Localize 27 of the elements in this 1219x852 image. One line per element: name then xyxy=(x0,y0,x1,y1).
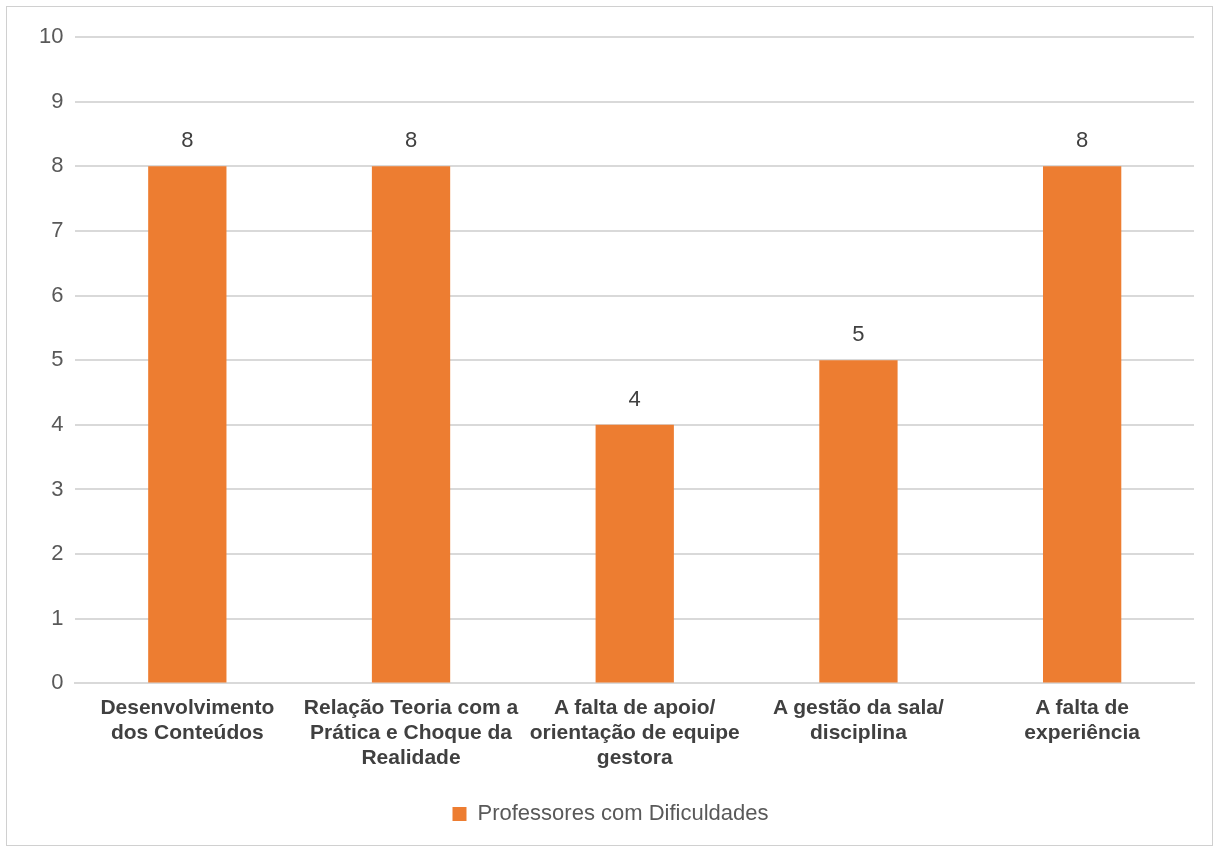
y-tick-label: 10 xyxy=(38,23,64,49)
y-tick-label: 4 xyxy=(51,410,64,436)
y-tick-label: 9 xyxy=(51,87,64,113)
bar xyxy=(148,166,227,683)
y-tick-label: 5 xyxy=(51,346,64,372)
y-tick-label: 7 xyxy=(51,216,64,242)
y-tick-label: 3 xyxy=(51,475,64,501)
data-label: 4 xyxy=(628,385,641,411)
bar xyxy=(371,166,451,683)
y-tick-label: 6 xyxy=(51,281,64,307)
data-label: 5 xyxy=(852,321,865,347)
data-label: 8 xyxy=(1076,127,1089,153)
y-tick-label: 1 xyxy=(51,604,64,630)
y-tick-label: 8 xyxy=(51,152,64,178)
y-tick-label: 2 xyxy=(51,540,64,566)
bar xyxy=(1043,166,1122,683)
data-label: 8 xyxy=(181,127,194,153)
legend-label: Professores com Dificuldades xyxy=(477,800,769,826)
bar xyxy=(595,424,674,683)
x-tick-label: A falta de apoio/ orientação de equipe gestora xyxy=(529,694,740,769)
y-tick-label: 0 xyxy=(51,669,64,695)
x-tick-label: A gestão da sala/ disciplina xyxy=(773,694,944,743)
data-label: 8 xyxy=(404,127,418,153)
x-tick-label: A falta de experiência xyxy=(1024,694,1141,743)
bar xyxy=(819,360,898,683)
x-tick-label: Desenvolvimento dos Conteúdos xyxy=(100,694,275,743)
x-tick-label: Relação Teoria com a Prática e Choque da Realidade xyxy=(303,694,519,769)
